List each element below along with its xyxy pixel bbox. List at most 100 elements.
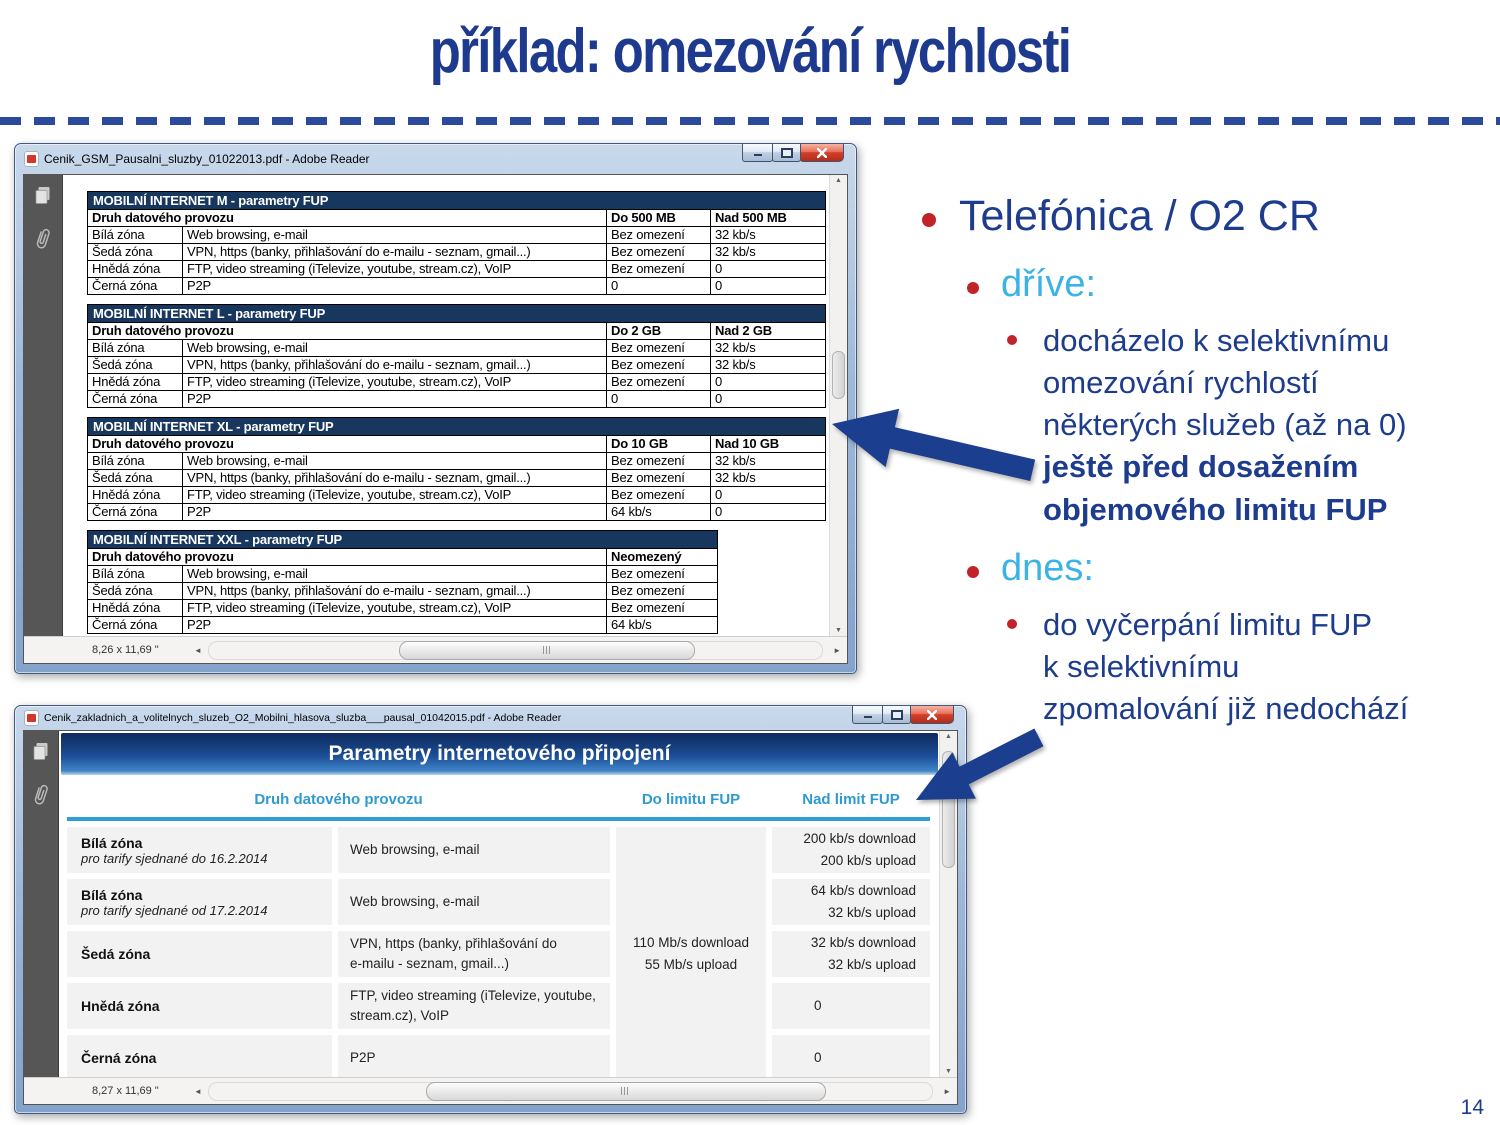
service-cell: P2P <box>338 1035 610 1078</box>
scroll-up-icon[interactable]: ▲ <box>835 177 842 184</box>
fup-table-cell: Do 2 GB <box>606 322 710 339</box>
column-header: Do limitu FUP <box>641 791 741 808</box>
fup-table-cell: 32 kb/s <box>710 243 825 260</box>
scroll-right-icon[interactable]: ► <box>943 1086 951 1096</box>
pages-panel-icon[interactable] <box>33 185 53 212</box>
bullet-level3: docházelo k selektivnímu omezování rychl… <box>895 320 1495 531</box>
scroll-down-icon[interactable]: ▼ <box>945 1068 952 1075</box>
header-rule <box>67 817 930 821</box>
service-cell: Web browsing, e-mail <box>338 827 610 873</box>
bullet-level1: Telefónica / O2 CR <box>895 192 1495 241</box>
minimize-icon[interactable] <box>852 706 883 724</box>
fup-table-cell: Neomezený <box>606 548 717 565</box>
fup-table-cell: Bez omezení <box>606 339 710 356</box>
fup-table-cell: 0 <box>710 277 825 294</box>
do-limit-cell: 110 Mb/s download 55 Mb/s upload <box>616 827 766 1078</box>
fup-table-cell: Do 500 MB <box>606 209 710 226</box>
zone-note: pro tarify sjednané od 17.2.2014 <box>81 902 268 918</box>
fup-table-cell: FTP, video streaming (iTelevize, youtube… <box>182 373 606 390</box>
zone-cell: Bílá zóna pro tarify sjednané do 16.2.201… <box>67 827 332 873</box>
scroll-left-icon[interactable]: ◄ <box>194 645 202 655</box>
close-icon[interactable] <box>910 706 954 724</box>
fup-table-cell: Černá zóna <box>88 503 182 520</box>
window1-sidebar <box>24 175 63 637</box>
nad-limit-cell: 32 kb/s download 32 kb/s upload <box>772 931 930 977</box>
close-icon[interactable] <box>800 144 844 162</box>
fup-table: MOBILNÍ INTERNET XL - parametry FUP Druh … <box>87 417 826 521</box>
scroll-left-icon[interactable]: ◄ <box>194 1086 202 1096</box>
page-size-label: 8,26 x 11,69 " <box>92 644 159 656</box>
service-cell: Web browsing, e-mail <box>338 879 610 925</box>
window1-titlebar[interactable]: Cenik_GSM_Pausalni_sluzby_01022013.pdf -… <box>15 144 856 174</box>
pdf-page-2: Parametry internetového připojení Druh d… <box>59 731 940 1078</box>
fup-table-cell: VPN, https (banky, přihlašování do e-mai… <box>182 582 606 599</box>
fup-table-title: MOBILNÍ INTERNET L - parametry FUP <box>88 305 825 322</box>
scroll-grip-icon <box>621 1087 631 1095</box>
note-dnes-body: do vyčerpání limitu FUP k selektivnímu z… <box>1043 604 1408 730</box>
window2-title: Cenik_zakladnich_a_volitelnych_sluzeb_O2… <box>44 712 562 724</box>
fup-table-cell: Bílá zóna <box>88 565 182 582</box>
horizontal-scroll-thumb[interactable] <box>399 640 696 660</box>
fup-table-cell: Bílá zóna <box>88 339 182 356</box>
fup-table-cell: Web browsing, e-mail <box>182 339 606 356</box>
window2-horizontal-scrollbar[interactable] <box>207 1081 934 1101</box>
fup-table-cell: Bez omezení <box>606 356 710 373</box>
fup-table-cell: P2P <box>182 390 606 407</box>
fup-table-cell: Bez omezení <box>606 452 710 469</box>
scroll-up-icon[interactable]: ▲ <box>945 733 952 740</box>
pdf-banner: Parametry internetového připojení <box>61 733 938 775</box>
bullet-icon <box>967 565 979 578</box>
zone-cell: Černá zóna <box>67 1035 332 1078</box>
bullet-icon <box>967 282 979 294</box>
fup-table-cell: Šedá zóna <box>88 356 182 373</box>
slide-title: příklad: omezování rychlosti <box>429 17 1072 86</box>
window1-title: Cenik_GSM_Pausalni_sluzby_01022013.pdf -… <box>44 152 370 166</box>
scroll-right-icon[interactable]: ► <box>833 645 841 655</box>
zone-note: pro tarify sjednané do 16.2.2014 <box>81 850 268 866</box>
zone-name: Bílá zóna <box>81 886 143 903</box>
note-drive-bold: ještě před dosažením objemového limitu F… <box>1043 449 1388 527</box>
horizontal-scroll-thumb[interactable] <box>425 1081 826 1101</box>
fup-table-cell: 32 kb/s <box>710 452 825 469</box>
fup-table-cell: Nad 10 GB <box>710 435 825 452</box>
window2-titlebar[interactable]: Cenik_zakladnich_a_volitelnych_sluzeb_O2… <box>15 706 966 730</box>
window1-statusbar: 8,26 x 11,69 " ◄ ► <box>24 636 847 663</box>
note-telefonica: Telefónica / O2 CR <box>959 192 1320 240</box>
fup-table-cell: 32 kb/s <box>710 469 825 486</box>
fup-table-cell: Hnědá zóna <box>88 599 182 616</box>
win1-tables: MOBILNÍ INTERNET M - parametry FUP Druh d… <box>63 175 830 634</box>
service-cell: FTP, video streaming (iTelevize, youtube… <box>338 983 610 1029</box>
fup-table-cell: VPN, https (banky, přihlašování do e-mai… <box>182 356 606 373</box>
note-dnes: dnes: <box>1001 546 1094 589</box>
vertical-scroll-thumb[interactable] <box>832 351 845 399</box>
window-controls <box>742 144 844 162</box>
paperclip-icon[interactable] <box>32 782 50 813</box>
scroll-down-icon[interactable]: ▼ <box>835 627 842 634</box>
fup-table-cell: Bílá zóna <box>88 226 182 243</box>
fup-table-cell: P2P <box>182 277 606 294</box>
fup-table-cell: 0 <box>710 390 825 407</box>
fup-table-cell: Bez omezení <box>606 226 710 243</box>
fup-table-cell: Bez omezení <box>606 469 710 486</box>
fup-table-title: MOBILNÍ INTERNET XL - parametry FUP <box>88 418 825 435</box>
fup-table-cell: VPN, https (banky, přihlašování do e-mai… <box>182 469 606 486</box>
note-drive: dříve: <box>1001 263 1097 305</box>
paperclip-icon[interactable] <box>34 226 52 257</box>
pages-panel-icon[interactable] <box>31 741 51 768</box>
zone-name: Hnědá zóna <box>81 998 160 1014</box>
maximize-icon[interactable] <box>772 144 801 162</box>
fup-table-cell: FTP, video streaming (iTelevize, youtube… <box>182 599 606 616</box>
fup-table-cell: Šedá zóna <box>88 469 182 486</box>
fup-table-cell: 0 <box>710 503 825 520</box>
fup-table-cell: Bez omezení <box>606 486 710 503</box>
fup-table-cell: Bez omezení <box>606 243 710 260</box>
window1-vertical-scrollbar[interactable]: ▲ ▼ <box>829 175 847 637</box>
arrow-to-window2-icon <box>916 728 1044 800</box>
bullet-icon <box>1007 618 1017 629</box>
fup-table-cell: Druh datového provozu <box>88 209 606 226</box>
column-header: Druh datového provozu <box>254 791 423 808</box>
window1-horizontal-scrollbar[interactable] <box>207 640 824 660</box>
minimize-icon[interactable] <box>742 144 773 162</box>
fup-table: MOBILNÍ INTERNET XXL - parametry FUP Druh… <box>87 530 718 634</box>
